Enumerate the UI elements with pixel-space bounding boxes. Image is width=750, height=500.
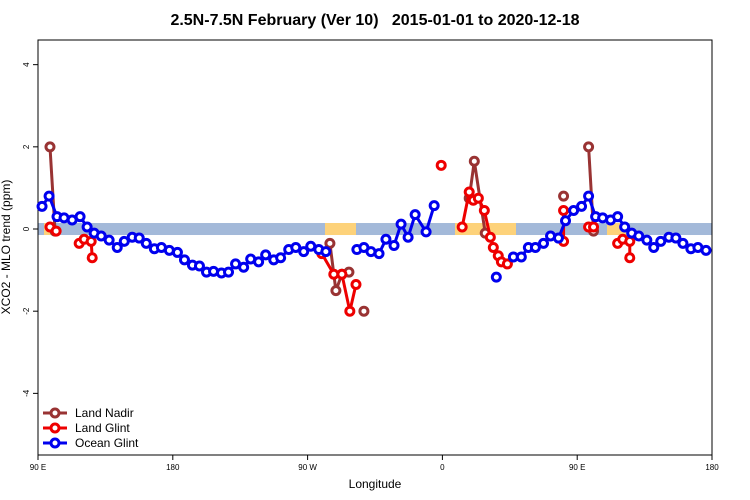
legend-label: Ocean Glint xyxy=(75,436,139,450)
point xyxy=(336,268,348,280)
point xyxy=(36,200,48,212)
point xyxy=(133,232,145,244)
point xyxy=(576,200,588,212)
legend-marker xyxy=(49,437,61,449)
point xyxy=(140,237,152,249)
point xyxy=(490,271,502,283)
point xyxy=(380,233,392,245)
legend-marker xyxy=(49,422,61,434)
plot-frame xyxy=(37,39,713,456)
point xyxy=(463,186,475,198)
point xyxy=(81,221,93,233)
point xyxy=(74,211,86,223)
point xyxy=(402,231,414,243)
point xyxy=(50,225,62,237)
point xyxy=(238,261,250,273)
point xyxy=(253,256,265,268)
point xyxy=(171,246,183,258)
series-line xyxy=(48,146,596,292)
x-tick-label: 90 E xyxy=(30,463,46,472)
land-band xyxy=(325,223,356,236)
point xyxy=(468,155,480,167)
point xyxy=(583,141,595,153)
x-axis-label: Longitude xyxy=(349,477,402,491)
point xyxy=(529,242,541,253)
point xyxy=(350,278,362,290)
point xyxy=(487,242,499,253)
point xyxy=(193,260,205,272)
point xyxy=(700,244,712,256)
x-tick-label: 90 W xyxy=(298,463,317,472)
point xyxy=(395,218,407,230)
point xyxy=(648,242,660,253)
point xyxy=(588,221,600,233)
y-axis-label: XCO2 - MLO trend (ppm) xyxy=(0,180,13,315)
y-tick-label: 2 xyxy=(22,144,31,149)
point xyxy=(223,266,235,278)
point xyxy=(560,215,572,227)
y-tick-label: 0 xyxy=(22,226,31,231)
x-tick-label: 180 xyxy=(166,463,180,472)
point xyxy=(44,141,56,153)
point xyxy=(420,226,432,238)
point xyxy=(552,232,564,244)
point xyxy=(275,252,287,264)
point xyxy=(435,159,447,171)
point xyxy=(324,237,336,249)
point xyxy=(118,235,130,247)
ocean-band xyxy=(38,223,712,236)
point xyxy=(568,205,580,217)
point xyxy=(373,248,385,260)
legend-label: Land Glint xyxy=(75,421,130,435)
chart-title: 2.5N-7.5N February (Ver 10) 2015-01-01 t… xyxy=(170,12,579,29)
y-tick-label: -4 xyxy=(22,389,31,397)
point xyxy=(358,305,370,317)
x-tick-label: 180 xyxy=(705,463,719,472)
point xyxy=(95,230,107,242)
point xyxy=(456,221,468,233)
point xyxy=(478,205,490,217)
point xyxy=(677,237,689,249)
point xyxy=(619,221,631,233)
point xyxy=(558,205,570,217)
point xyxy=(472,192,484,204)
point xyxy=(501,258,513,270)
point xyxy=(103,234,115,246)
point xyxy=(655,235,667,247)
y-tick-label: 4 xyxy=(22,62,31,67)
y-tick-label: -2 xyxy=(22,307,31,315)
x-tick-label: 90 E xyxy=(569,463,585,472)
point xyxy=(428,200,440,212)
point xyxy=(298,246,310,258)
point xyxy=(538,237,549,249)
point xyxy=(409,209,421,221)
point xyxy=(388,239,400,251)
point xyxy=(344,305,356,317)
point xyxy=(641,234,653,246)
point xyxy=(612,211,624,223)
point xyxy=(484,231,496,243)
point xyxy=(260,249,272,261)
legend-marker xyxy=(49,407,61,419)
point xyxy=(633,230,645,242)
point xyxy=(111,242,123,253)
point xyxy=(320,246,332,258)
point xyxy=(558,190,570,202)
point xyxy=(86,252,98,264)
point xyxy=(670,232,682,244)
legend-label: Land Nadir xyxy=(75,406,134,420)
x-tick-label: 0 xyxy=(440,463,445,472)
point xyxy=(515,251,527,263)
point xyxy=(330,285,342,297)
point xyxy=(178,254,190,266)
point xyxy=(290,242,302,253)
point xyxy=(43,190,55,202)
point xyxy=(624,252,636,264)
point xyxy=(583,190,595,202)
